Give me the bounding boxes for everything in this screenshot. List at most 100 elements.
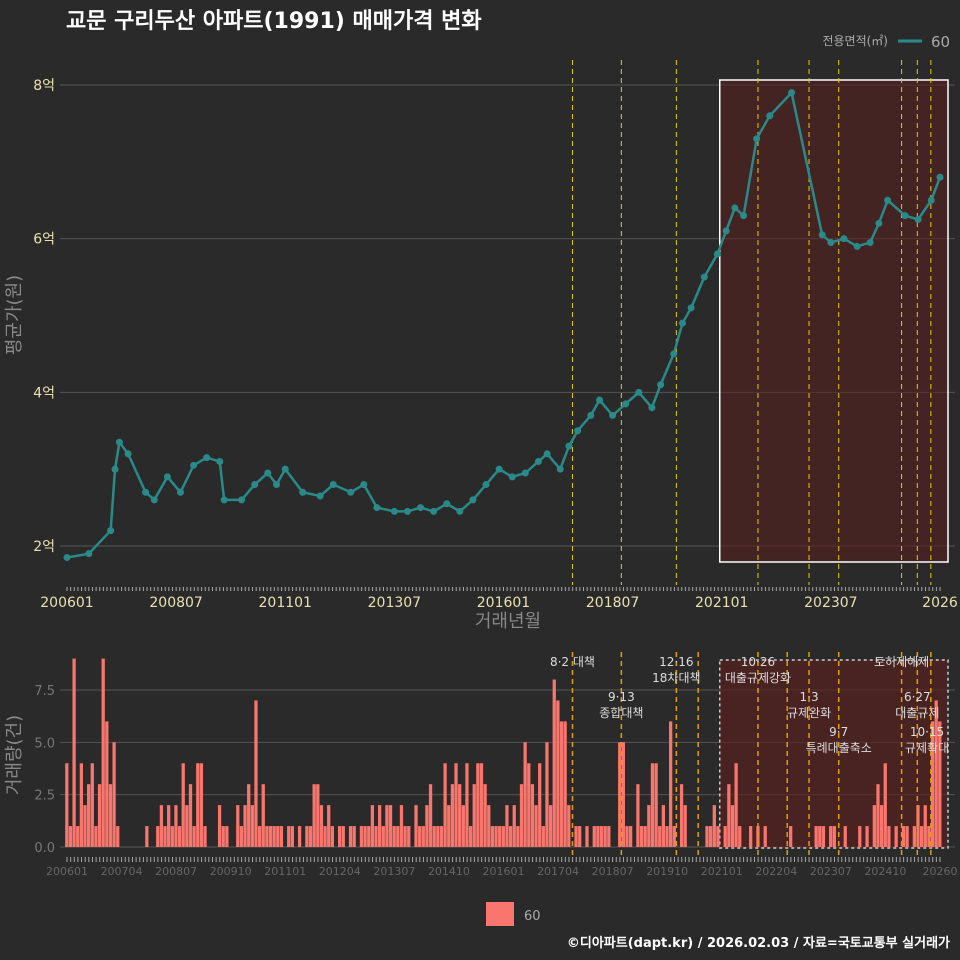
volume-bar [919,826,924,847]
price-point [390,507,398,515]
volume-bar [236,805,240,847]
y-tick-label: 5.0 [34,736,55,751]
policy-name: 대출규제강화 [725,671,791,685]
volume-bar [516,826,520,847]
volume-bar [479,763,484,847]
y-tick-label: 4억 [33,385,55,401]
x-tick-label: 20260 [923,865,958,878]
x-tick-label: 202101 [701,865,743,878]
volume-bar [330,826,334,847]
volume-bar [912,826,916,847]
volume-bar [461,805,465,847]
volume-bar [290,826,294,847]
volume-bar [385,805,389,847]
volume-bar [552,679,556,847]
footer-credit: ©디아파트(dapt.kr) / 2026.02.03 / 자료=국토교통부 실… [567,935,950,951]
volume-bar [650,763,655,847]
price-point [220,496,228,504]
bar-legend-key [486,902,514,926]
volume-bar [425,805,429,847]
chart-title: 교문 구리두산 아파트(1991) 매매가격 변화 [66,9,482,34]
volume-bar [894,826,898,847]
x-tick-label: 201101 [259,595,312,611]
volume-bar [359,826,364,847]
volume-bar [181,763,185,847]
price-point [417,504,425,512]
volume-bar [872,805,876,847]
volume-bar [876,784,880,847]
x-tick-label: 201307 [373,865,415,878]
policy-date: 9·13 [608,690,635,704]
volume-bar [472,784,476,847]
volume-bar [247,784,251,847]
price-point [700,273,708,281]
volume-bar [607,826,611,847]
volume-bar [101,658,105,847]
x-tick-label: 201807 [592,865,634,878]
volume-bar [789,826,793,847]
volume-bar [163,826,167,847]
volume-bar [363,826,367,847]
y-tick-label: 7.5 [34,684,55,699]
volume-bar [647,805,651,847]
volume-bar [392,826,396,847]
volume-bar [337,826,342,847]
price-point [875,219,883,227]
x-tick-label: 200601 [46,865,88,878]
volume-bar [858,826,862,847]
volume-bar [268,826,273,847]
x-tick-label: 201307 [368,595,421,611]
price-point [203,454,211,462]
volume-bar [716,826,720,847]
volume-bar [548,805,553,847]
volume-bar [465,763,469,847]
volume-bar [636,784,640,847]
policy-date: 6·27 [904,690,931,704]
price-point [884,196,892,204]
volume-bar [883,763,887,847]
volume-bar [727,784,731,847]
volume-bar [97,784,102,847]
price-point [853,242,861,250]
y-tick-label: 2억 [33,539,55,555]
volume-bar [501,826,505,847]
price-point [430,507,438,515]
volume-bar [905,826,909,847]
volume-bar [90,763,94,847]
price-point [722,227,730,235]
price-point [251,481,259,489]
x-tick-label: 201101 [264,865,306,878]
x-tick-label: 201601 [483,865,525,878]
y-tick-label: 8억 [33,78,55,94]
volume-bar [447,805,451,847]
volume-bar [327,805,331,847]
volume-bar [374,826,378,847]
volume-bar [927,826,931,847]
volume-bar [250,805,254,847]
volume-bar [68,826,73,847]
price-point [788,89,796,97]
price-point [713,250,721,258]
volume-bar [279,826,284,847]
volume-bar [418,826,422,847]
volume-bar [832,826,836,847]
volume-bar [483,784,487,847]
volume-bar [432,826,436,847]
y-tick-label: 2.5 [34,789,55,804]
volume-bar [116,826,120,847]
legend-title: 전용면적(㎡) [822,34,888,48]
policy-name: 규제확대 [905,741,949,755]
price-point [914,215,922,223]
volume-bar [225,826,229,847]
policy-date: 1·3 [800,690,819,704]
volume-bar [527,763,531,847]
volume-bar [508,826,513,847]
volume-bar [76,826,80,847]
price-point [556,465,564,473]
volume-bar [112,742,116,847]
volume-bar [709,826,713,847]
price-point [587,411,595,419]
volume-bar [585,826,589,847]
volume-bar [934,700,938,847]
